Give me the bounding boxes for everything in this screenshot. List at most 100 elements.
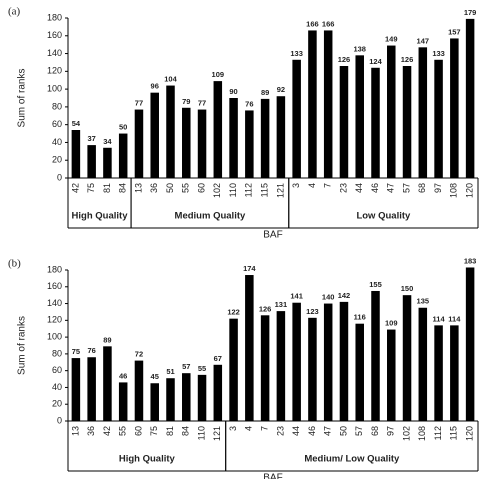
value-label: 96: [151, 82, 159, 91]
value-label: 55: [198, 364, 206, 373]
x-tick-label: 84: [181, 426, 191, 436]
y-tick-label: 40: [52, 382, 62, 392]
value-label: 157: [448, 27, 461, 36]
x-tick-label: 115: [449, 426, 459, 440]
y-tick-label: 20: [52, 399, 62, 409]
value-label: 138: [353, 44, 366, 53]
value-label: 150: [401, 284, 414, 293]
value-label: 67: [214, 354, 222, 363]
value-label: 124: [369, 57, 382, 66]
x-tick-label: 81: [102, 183, 112, 193]
bar: [276, 311, 286, 421]
bar: [245, 110, 254, 178]
x-tick-label: 110: [196, 426, 206, 440]
x-tick-label: 7: [323, 183, 333, 188]
value-label: 142: [338, 291, 351, 300]
bar: [418, 307, 428, 421]
value-label: 174: [243, 264, 256, 273]
group-label: Low Quality: [356, 211, 411, 222]
x-tick-label: 60: [196, 183, 206, 193]
bar: [465, 18, 475, 179]
value-label: 90: [229, 87, 237, 96]
x-tick-label: 13: [133, 183, 143, 193]
x-tick-label: 68: [370, 426, 380, 436]
bar: [118, 133, 128, 178]
value-label: 45: [151, 372, 159, 381]
x-tick-label: 23: [275, 426, 285, 436]
bar: [308, 30, 317, 179]
x-tick-label: 46: [370, 183, 380, 193]
y-tick-label: 140: [47, 298, 62, 308]
bar: [182, 373, 191, 421]
bar: [245, 275, 254, 421]
value-label: 114: [433, 314, 446, 323]
bar: [71, 358, 81, 421]
y-tick-label: 0: [57, 415, 62, 425]
x-tick-label: 3: [291, 183, 301, 188]
y-tick-label: 160: [47, 30, 62, 40]
x-tick-label: 44: [354, 183, 364, 193]
x-tick-label: 120: [464, 183, 474, 198]
bar: [292, 302, 301, 421]
value-label: 89: [103, 335, 111, 344]
group-label: Medium Quality: [175, 211, 246, 222]
x-tick-label: 75: [86, 183, 96, 193]
bar: [229, 318, 238, 421]
value-label: 46: [119, 371, 127, 380]
y-axis-label: Sum of ranks: [17, 316, 28, 375]
x-tick-label: 108: [417, 426, 427, 441]
value-label: 166: [322, 19, 335, 28]
x-tick-label: 121: [212, 426, 222, 441]
panel-label: (b): [8, 258, 21, 270]
bar: [197, 109, 207, 178]
y-tick-label: 100: [47, 83, 62, 93]
x-tick-label: 108: [449, 183, 459, 198]
value-label: 104: [164, 75, 177, 84]
x-tick-label: 84: [118, 183, 128, 193]
x-tick-label: 46: [307, 426, 317, 436]
value-label: 140: [322, 293, 335, 302]
value-label: 179: [464, 8, 477, 17]
x-tick-label: 60: [133, 426, 143, 436]
x-tick-label: 120: [464, 426, 474, 441]
value-label: 122: [227, 308, 240, 317]
x-tick-label: 13: [70, 426, 80, 436]
bar: [323, 30, 333, 179]
x-tick-label: 50: [165, 183, 175, 193]
bar: [402, 295, 412, 421]
x-tick-label: 110: [228, 183, 238, 197]
value-label: 50: [119, 123, 127, 132]
x-axis-label: BAF: [263, 230, 282, 241]
bar: [387, 45, 396, 178]
x-tick-label: 57: [401, 183, 411, 193]
value-label: 79: [182, 97, 190, 106]
value-label: 57: [182, 362, 190, 371]
y-tick-label: 120: [47, 315, 62, 325]
bar: [134, 109, 144, 178]
bar: [150, 92, 159, 178]
bar: [150, 383, 159, 421]
x-tick-label: 57: [354, 426, 364, 436]
y-tick-label: 80: [52, 101, 62, 111]
value-label: 92: [277, 85, 285, 94]
y-tick-label: 60: [52, 365, 62, 375]
bar: [434, 325, 443, 421]
value-label: 126: [338, 55, 351, 64]
bar: [213, 81, 223, 178]
value-label: 123: [306, 307, 319, 316]
x-tick-label: 115: [259, 183, 269, 197]
y-tick-label: 80: [52, 348, 62, 358]
bar: [87, 357, 96, 421]
x-tick-label: 55: [181, 183, 191, 193]
value-label: 133: [290, 49, 303, 58]
value-label: 114: [448, 314, 461, 323]
bar: [450, 38, 459, 178]
x-tick-label: 112: [433, 426, 443, 440]
y-tick-label: 20: [52, 155, 62, 165]
bar: [434, 59, 443, 178]
x-tick-label: 121: [275, 183, 285, 198]
value-label: 149: [385, 35, 398, 44]
value-label: 75: [72, 347, 80, 356]
x-tick-label: 102: [212, 183, 222, 198]
